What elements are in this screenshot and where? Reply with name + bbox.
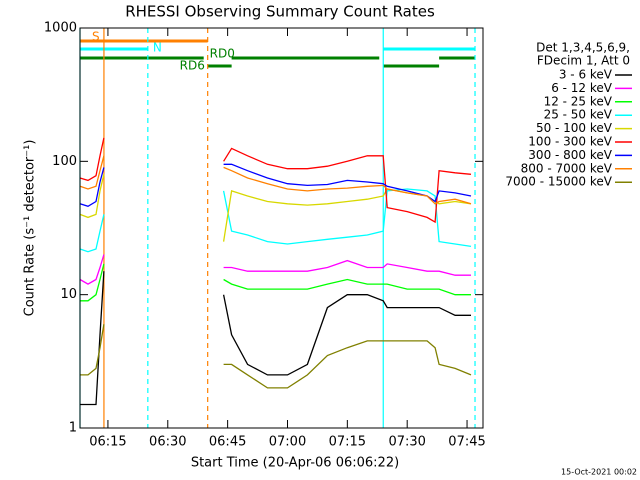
x-tick-label: 07:45 bbox=[448, 435, 485, 450]
legend-label: 25 - 50 keV bbox=[544, 108, 613, 122]
legend-label: 3 - 6 keV bbox=[559, 68, 613, 82]
legend-label: 800 - 7000 keV bbox=[521, 161, 613, 175]
y-axis-label: Count Rate (s⁻¹ detector⁻¹) bbox=[23, 140, 38, 317]
series-line bbox=[80, 271, 471, 406]
legend-label: 12 - 25 keV bbox=[544, 94, 613, 108]
legend-header: Det 1,3,4,5,6,9, bbox=[536, 41, 630, 55]
x-tick-label: 06:45 bbox=[209, 435, 246, 450]
legend-label: 100 - 300 keV bbox=[528, 135, 612, 149]
x-tick-label: 07:00 bbox=[269, 435, 306, 450]
series-line bbox=[80, 263, 471, 302]
footer: 15-Oct-2021 00:02 bbox=[561, 468, 637, 477]
chart-title: RHESSI Observing Summary Count Rates bbox=[125, 3, 435, 21]
x-tick-label: 06:30 bbox=[149, 435, 186, 450]
legend-header: FDecim 1, Att 0 bbox=[537, 54, 630, 68]
legend-label: 7000 - 15000 keV bbox=[505, 175, 612, 189]
x-tick-label: 06:15 bbox=[89, 435, 126, 450]
y-tick-label: 100 bbox=[52, 154, 77, 169]
x-tick-label: 07:15 bbox=[329, 435, 366, 450]
y-tick-label: 1000 bbox=[44, 21, 77, 36]
series-line bbox=[79, 137, 472, 224]
plot-frame bbox=[79, 27, 484, 429]
flag-label: S bbox=[92, 30, 100, 44]
series-line bbox=[79, 254, 471, 285]
y-tick-label: 10 bbox=[60, 287, 77, 302]
flag-label: N bbox=[153, 41, 162, 55]
series-line bbox=[79, 155, 472, 205]
series-line bbox=[80, 324, 472, 389]
flag-label: RD0 bbox=[210, 47, 235, 61]
series-line bbox=[79, 163, 472, 208]
x-tick-label: 07:30 bbox=[388, 435, 425, 450]
flag-label: RD6 bbox=[180, 59, 205, 73]
y-tick-label: 1 bbox=[69, 421, 77, 436]
legend-label: 6 - 12 keV bbox=[551, 81, 613, 95]
x-axis-label: Start Time (20-Apr-06 06:06:22) bbox=[191, 456, 399, 471]
legend-label: 300 - 800 keV bbox=[528, 148, 612, 162]
legend-label: 50 - 100 keV bbox=[536, 121, 613, 135]
